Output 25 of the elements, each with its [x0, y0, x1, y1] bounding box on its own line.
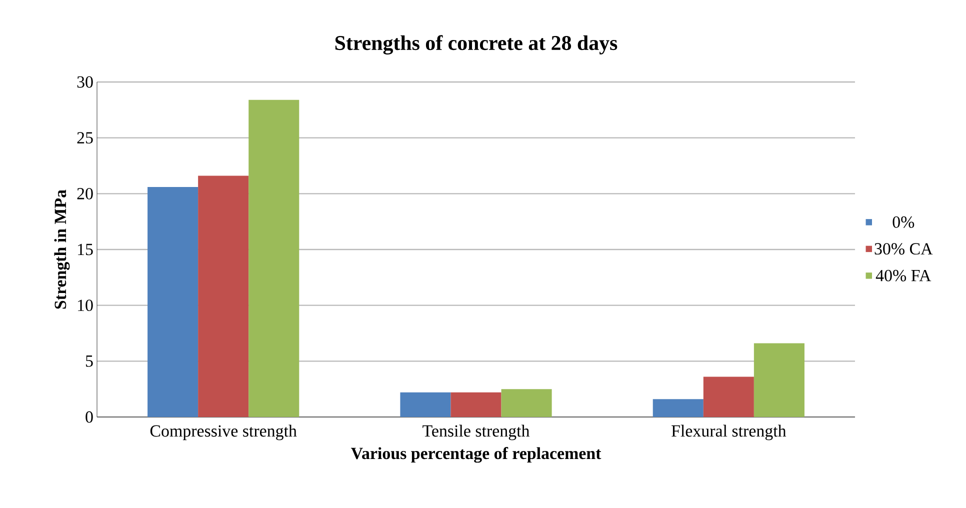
bar [400, 392, 451, 417]
y-axis-title: Strength in MPa [54, 190, 70, 309]
bar [501, 389, 552, 417]
legend-label: 0% [892, 216, 914, 228]
y-tick-label: 20 [77, 188, 93, 200]
y-tick-label: 5 [86, 356, 93, 367]
y-tick-label: 0 [86, 411, 93, 423]
legend-label: 40% FA [876, 270, 932, 282]
y-tick-label: 10 [78, 300, 93, 312]
bar [148, 186, 198, 417]
bar [248, 100, 300, 417]
bar [652, 399, 704, 417]
y-tick-label: 15 [78, 244, 93, 256]
x-tick-label: Compressive strength [150, 424, 297, 440]
y-tick-label: 25 [77, 132, 93, 144]
chart-title: Strengths of concrete at 28 days [335, 35, 618, 55]
x-axis-title: Various percentage of replacement [350, 447, 602, 463]
y-tick-label: 30 [77, 76, 93, 88]
bar [703, 376, 754, 417]
legend-label: 30% CA [874, 243, 933, 255]
bar [198, 176, 249, 417]
bar [450, 392, 502, 417]
x-tick-label: Tensile strength [422, 424, 530, 440]
x-tick-label: Flexural strength [672, 424, 786, 440]
bar [754, 343, 804, 417]
